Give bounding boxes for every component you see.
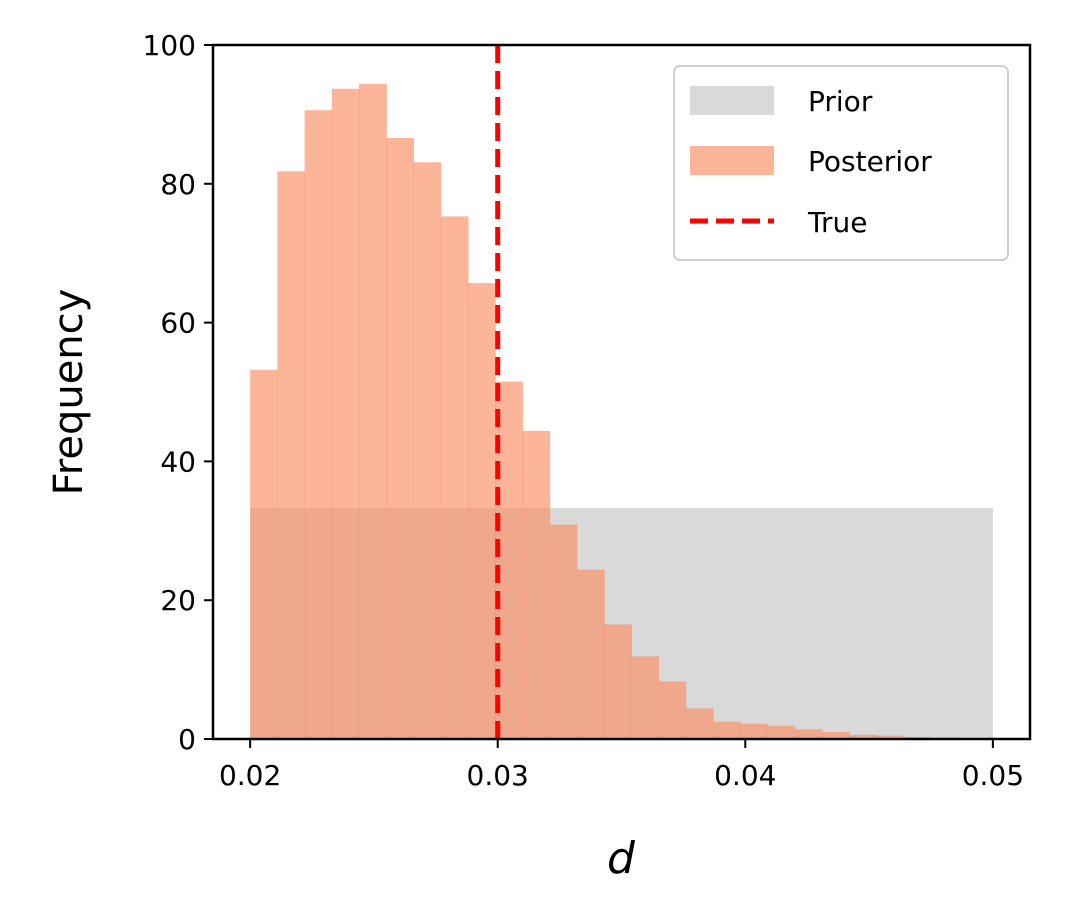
y-tick-label: 80 (160, 168, 196, 201)
legend-swatch-posterior (690, 146, 774, 175)
posterior-bar (631, 656, 660, 739)
legend-label-posterior: Posterior (808, 145, 932, 178)
posterior-bar (549, 524, 578, 739)
legend-label-true: True (807, 206, 867, 239)
legend: Prior Posterior True (673, 65, 1009, 261)
posterior-bar (576, 569, 605, 739)
posterior-bar (386, 137, 415, 740)
posterior-series (250, 83, 986, 740)
posterior-bar (359, 83, 387, 739)
posterior-bar (413, 162, 442, 739)
posterior-bar (849, 734, 878, 739)
posterior-bar (331, 88, 360, 740)
posterior-bar (277, 171, 306, 740)
x-tick-label: 0.05 (962, 759, 1024, 792)
x-axis-title: d (607, 833, 636, 884)
y-tick-label: 60 (160, 307, 196, 340)
posterior-bar (767, 725, 796, 739)
posterior-bar (304, 110, 333, 739)
plot-frame (211, 43, 1032, 741)
x-tick-label: 0.02 (219, 759, 281, 792)
legend-label-prior: Prior (808, 85, 873, 118)
y-axis-title: Frequency (46, 289, 92, 496)
posterior-bar (250, 369, 278, 739)
y-axis-ticks: 0 20 40 60 80 100 (143, 29, 213, 756)
x-axis-ticks: 0.02 0.03 0.04 0.05 (219, 739, 1024, 792)
posterior-bar (522, 430, 551, 739)
posterior-bar (713, 721, 741, 739)
y-tick-label: 100 (143, 29, 196, 62)
y-tick-label: 0 (178, 723, 196, 756)
posterior-bar (440, 216, 469, 740)
x-tick-label: 0.04 (714, 759, 776, 792)
posterior-bar (740, 723, 769, 739)
posterior-bar (685, 708, 714, 739)
posterior-bar (822, 732, 850, 739)
y-tick-label: 40 (160, 445, 196, 478)
y-tick-label: 20 (160, 584, 196, 617)
posterior-bar (794, 729, 823, 739)
posterior-bar (658, 681, 687, 739)
x-tick-label: 0.03 (467, 759, 529, 792)
posterior-bar (468, 283, 496, 739)
posterior-bar (604, 624, 632, 739)
legend-swatch-prior (690, 86, 774, 115)
posterior-bar (876, 735, 905, 739)
